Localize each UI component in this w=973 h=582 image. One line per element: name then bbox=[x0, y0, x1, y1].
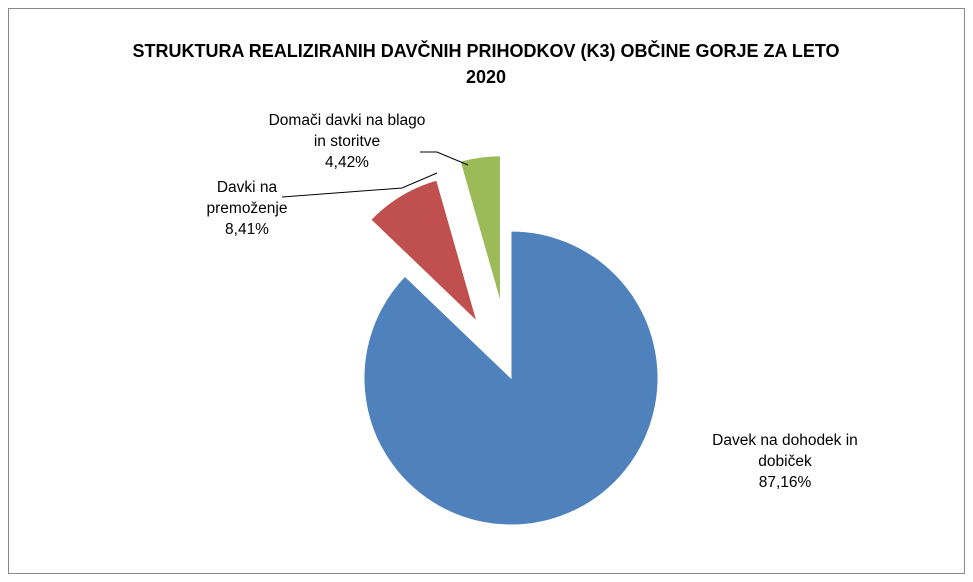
category-label: Domači davki na blago in storitve bbox=[268, 112, 426, 150]
category-label: Davki na premoženje bbox=[206, 179, 288, 217]
pie-slice bbox=[370, 179, 478, 324]
leader-line bbox=[281, 172, 438, 198]
pie-slice bbox=[363, 230, 659, 526]
category-label: Davek na dohodek in dobiček bbox=[712, 432, 858, 470]
value-label: 87,16% bbox=[758, 474, 812, 491]
leader-line bbox=[420, 151, 469, 166]
value-label: 8,41% bbox=[225, 221, 269, 238]
value-label: 4,42% bbox=[325, 154, 369, 171]
data-label: Davki na premoženje 8,41% bbox=[182, 177, 312, 240]
data-label: Davek na dohodek in dobiček 87,16% bbox=[700, 430, 870, 493]
chart-title: STRUKTURA REALIZIRANIH DAVČNIH PRIHODKOV… bbox=[132, 41, 840, 87]
data-label: Domači davki na blago in storitve 4,42% bbox=[262, 110, 432, 173]
